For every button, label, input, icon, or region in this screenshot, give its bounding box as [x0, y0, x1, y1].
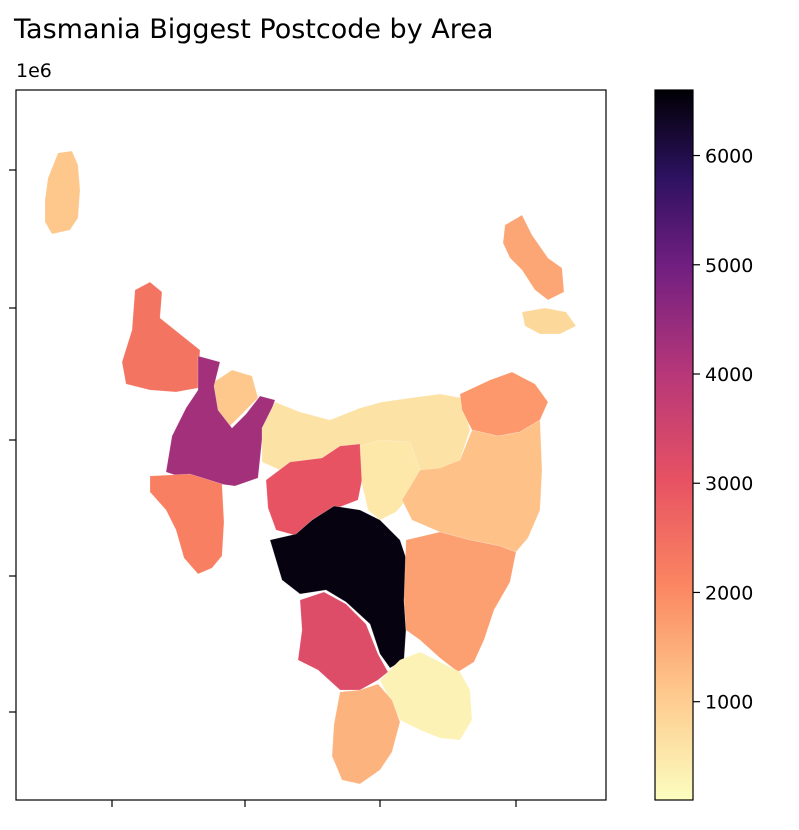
colorbar-tick-label: 4000: [705, 364, 753, 386]
map-regions: [44, 150, 577, 785]
colorbar-tick-label: 2000: [705, 582, 753, 604]
region-central-north: [265, 443, 365, 537]
colorbar-ticks: 1000 2000 3000 4000 5000 6000: [693, 146, 753, 714]
region-west-coast: [149, 473, 225, 575]
region-south-west: [297, 591, 389, 691]
colorbar-tick-label: 5000: [705, 255, 753, 277]
chart-title: Tasmania Biggest Postcode by Area: [14, 14, 494, 45]
region-cape-barren-island: [521, 307, 577, 335]
x-axis-ticks: [111, 800, 517, 807]
region-flinders-island: [502, 214, 565, 301]
region-huon-south: [331, 683, 401, 785]
region-south-east: [403, 531, 517, 673]
y-axis-ticks: [9, 169, 16, 713]
region-hobart-area: [379, 651, 473, 741]
region-east-coast: [401, 419, 543, 553]
colorbar: [654, 89, 694, 801]
colorbar-tick-label: 3000: [705, 473, 753, 495]
colorbar-tick-label: 1000: [705, 692, 753, 714]
y-axis-offset-label: 1e6: [16, 60, 52, 82]
region-king-island: [44, 150, 81, 235]
colorbar-tick-label: 6000: [705, 146, 753, 168]
